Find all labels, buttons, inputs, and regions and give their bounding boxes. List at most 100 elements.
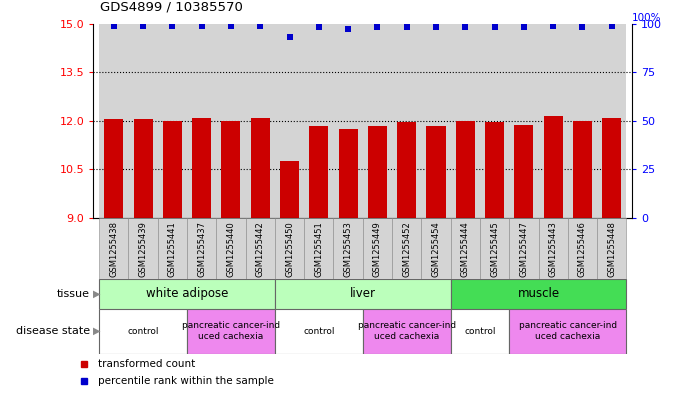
Text: GSM1255453: GSM1255453 <box>343 221 352 277</box>
Bar <box>99 218 129 279</box>
Text: control: control <box>464 327 495 336</box>
Text: disease state: disease state <box>16 326 90 336</box>
Text: tissue: tissue <box>57 289 90 299</box>
Text: GSM1255438: GSM1255438 <box>109 221 118 277</box>
Bar <box>216 218 245 279</box>
Bar <box>245 24 275 218</box>
Bar <box>99 279 275 309</box>
Point <box>167 22 178 29</box>
Bar <box>339 129 358 218</box>
Text: control: control <box>127 327 159 336</box>
Point <box>577 24 588 31</box>
Point <box>313 24 324 31</box>
Text: 100%: 100% <box>632 13 662 23</box>
Bar <box>573 121 592 218</box>
Bar <box>456 121 475 218</box>
Text: GSM1255446: GSM1255446 <box>578 221 587 277</box>
Point <box>108 22 120 29</box>
Point <box>255 22 266 29</box>
Bar <box>158 24 187 218</box>
Point <box>138 22 149 29</box>
Text: GSM1255451: GSM1255451 <box>314 221 323 277</box>
Bar <box>509 309 627 354</box>
Bar <box>280 162 299 218</box>
Text: liver: liver <box>350 287 376 300</box>
Bar <box>275 309 363 354</box>
Point <box>606 22 617 29</box>
Bar <box>392 24 422 218</box>
Bar <box>397 123 416 218</box>
Bar <box>451 279 627 309</box>
Bar <box>480 218 509 279</box>
Bar <box>158 218 187 279</box>
Bar <box>426 126 446 218</box>
Bar <box>451 218 480 279</box>
Text: GDS4899 / 10385570: GDS4899 / 10385570 <box>100 1 243 14</box>
Bar <box>192 118 211 218</box>
Text: GSM1255437: GSM1255437 <box>197 221 206 277</box>
Point <box>518 24 529 31</box>
Point <box>430 24 442 31</box>
Bar <box>310 126 328 218</box>
Bar <box>163 121 182 218</box>
Point <box>460 24 471 31</box>
Bar <box>187 309 275 354</box>
Text: transformed count: transformed count <box>98 358 196 369</box>
Text: ▶: ▶ <box>93 289 100 299</box>
Bar <box>334 24 363 218</box>
Bar <box>275 218 304 279</box>
Text: GSM1255448: GSM1255448 <box>607 221 616 277</box>
Bar <box>568 24 597 218</box>
Bar <box>597 218 627 279</box>
Bar <box>485 123 504 218</box>
Point <box>548 22 559 29</box>
Bar <box>363 24 392 218</box>
Bar <box>422 218 451 279</box>
Bar <box>538 218 568 279</box>
Bar <box>544 116 562 218</box>
Text: pancreatic cancer-ind
uced cachexia: pancreatic cancer-ind uced cachexia <box>358 321 456 341</box>
Bar <box>451 309 509 354</box>
Bar <box>129 218 158 279</box>
Bar <box>368 126 387 218</box>
Text: GSM1255445: GSM1255445 <box>490 221 499 277</box>
Point <box>489 24 500 31</box>
Point <box>343 26 354 33</box>
Bar <box>104 119 123 218</box>
Bar <box>99 309 187 354</box>
Bar <box>216 24 245 218</box>
Bar <box>363 218 392 279</box>
Bar <box>275 279 451 309</box>
Bar <box>597 24 627 218</box>
Bar <box>251 118 269 218</box>
Text: GSM1255440: GSM1255440 <box>227 221 236 277</box>
Bar <box>480 24 509 218</box>
Text: GSM1255450: GSM1255450 <box>285 221 294 277</box>
Point <box>196 22 207 29</box>
Text: GSM1255442: GSM1255442 <box>256 221 265 277</box>
Bar <box>275 24 304 218</box>
Bar <box>568 218 597 279</box>
Bar <box>99 24 129 218</box>
Text: GSM1255443: GSM1255443 <box>549 221 558 277</box>
Text: white adipose: white adipose <box>146 287 228 300</box>
Bar <box>187 218 216 279</box>
Text: ▶: ▶ <box>93 326 100 336</box>
Text: GSM1255449: GSM1255449 <box>373 221 382 277</box>
Point <box>401 24 413 31</box>
Bar <box>392 218 422 279</box>
Text: GSM1255447: GSM1255447 <box>520 221 529 277</box>
Point <box>225 22 236 29</box>
Bar <box>187 24 216 218</box>
Bar <box>514 125 533 218</box>
Bar <box>133 119 153 218</box>
Bar <box>221 121 240 218</box>
Bar <box>422 24 451 218</box>
Text: GSM1255441: GSM1255441 <box>168 221 177 277</box>
Text: control: control <box>303 327 334 336</box>
Bar <box>538 24 568 218</box>
Point <box>372 24 383 31</box>
Text: percentile rank within the sample: percentile rank within the sample <box>98 376 274 386</box>
Text: GSM1255452: GSM1255452 <box>402 221 411 277</box>
Bar <box>363 309 451 354</box>
